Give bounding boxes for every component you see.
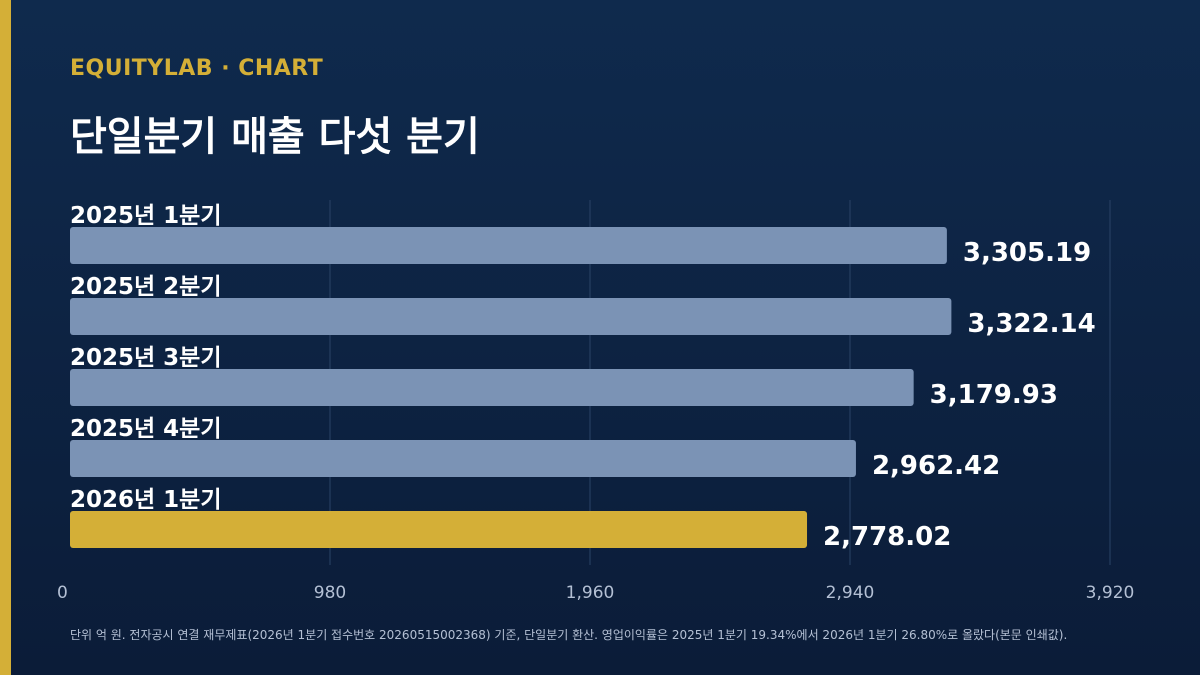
bar [70,440,856,477]
bar-chart: 0 980 1,960 2,940 3,920 2025년 1분기 3,305.19 2025… [57,200,1135,603]
value-label: 2,962.42 [872,451,1000,481]
value-label: 2,778.02 [823,522,951,552]
footnote: 단위 억 원. 전자공시 연결 재무제표(2026년 1분기 접수번호 2026… [70,628,1068,642]
bar [70,369,914,406]
brand-label: EQUITYLAB · CHART [70,56,324,81]
bar [70,298,952,335]
x-tick-label: 3,920 [1086,583,1135,603]
value-label: 3,305.19 [963,238,1091,268]
value-label: 3,322.14 [967,309,1095,339]
x-tick-label: 980 [314,583,346,603]
bar [70,511,808,548]
category-label: 2026년 1분기 [70,487,222,513]
x-tick-label: 0 [57,583,68,603]
bar [70,227,947,264]
category-label: 2025년 1분기 [70,203,222,229]
category-label: 2025년 2분기 [70,274,222,300]
category-label: 2025년 3분기 [70,345,222,371]
value-label: 3,179.93 [930,380,1058,410]
page-title: 단일분기 매출 다섯 분기 [70,114,480,160]
category-label: 2025년 4분기 [70,416,222,442]
x-tick-label: 2,940 [826,583,875,603]
x-tick-label: 1,960 [566,583,615,603]
accent-bar [0,0,11,675]
